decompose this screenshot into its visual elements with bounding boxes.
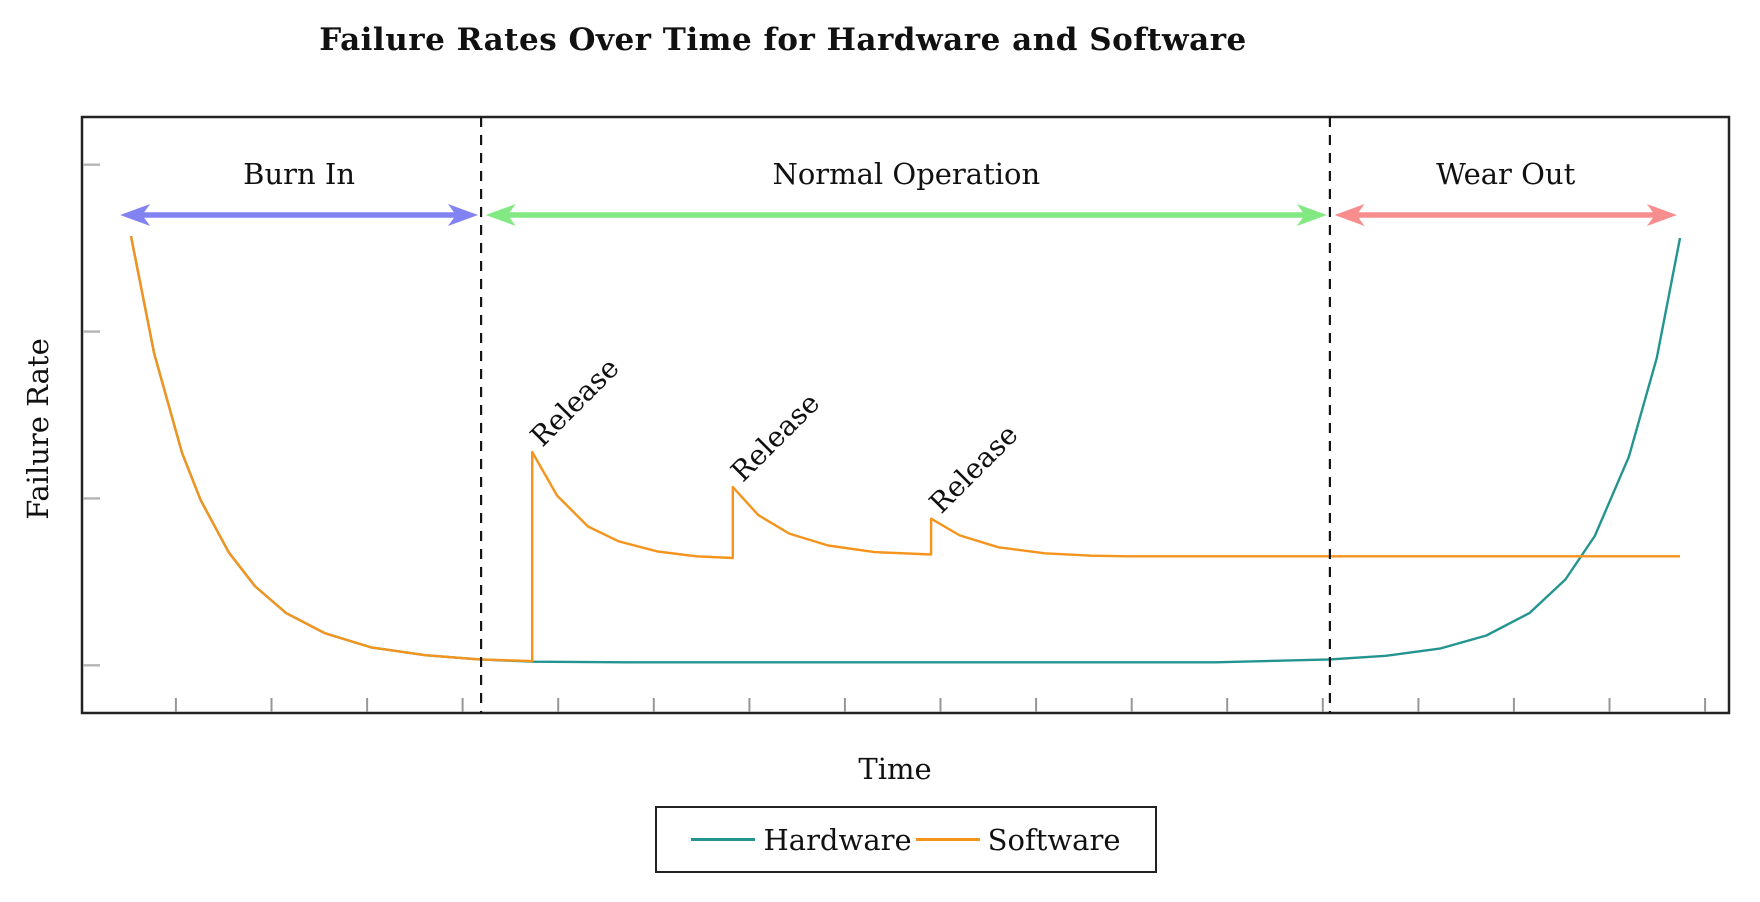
- legend-item-hardware: Hardware: [691, 822, 912, 857]
- region-label: Normal Operation: [772, 157, 1040, 191]
- curves-group: [129, 235, 1682, 664]
- hardware-curve: [129, 235, 1682, 664]
- legend-item-label: Software: [987, 822, 1121, 857]
- region-label: Wear Out: [1436, 157, 1575, 191]
- arrow-head-left-icon: [1334, 204, 1365, 226]
- legend-item-label: Hardware: [763, 822, 912, 857]
- arrow-head-right-icon: [1296, 204, 1327, 226]
- legend-item-software: Software: [915, 822, 1121, 857]
- release-label: Release: [724, 386, 826, 488]
- arrow-head-right-icon: [1646, 204, 1677, 226]
- y-axis-ticks: [83, 163, 100, 667]
- legend: Hardware Software: [655, 806, 1157, 873]
- arrow-head-left-icon: [485, 204, 516, 226]
- software-curve: [129, 235, 1680, 663]
- arrow-head-right-icon: [447, 204, 478, 226]
- region-label: Burn In: [243, 157, 355, 191]
- software-line-sample: [915, 838, 980, 841]
- arrow-head-left-icon: [120, 204, 151, 226]
- x-axis-label: Time: [858, 752, 932, 786]
- region-arrow-normal-operation: Normal Operation: [485, 157, 1327, 226]
- region-arrow-burn-in: Burn In: [120, 157, 478, 226]
- x-axis-ticks: [174, 698, 1707, 712]
- release-label: Release: [524, 351, 626, 453]
- hardware-line-sample: [691, 838, 756, 841]
- region-arrow-wear-out: Wear Out: [1334, 157, 1677, 226]
- plot-border: [80, 115, 1731, 715]
- chart-title: Failure Rates Over Time for Hardware and…: [319, 22, 1247, 58]
- phase-boundary-lines: [480, 117, 1332, 713]
- release-annotations: Release Release Release: [524, 351, 1025, 519]
- lifecycle-region-annotations: Burn In Normal Operation Wear Out: [120, 157, 1677, 226]
- release-label: Release: [923, 418, 1025, 520]
